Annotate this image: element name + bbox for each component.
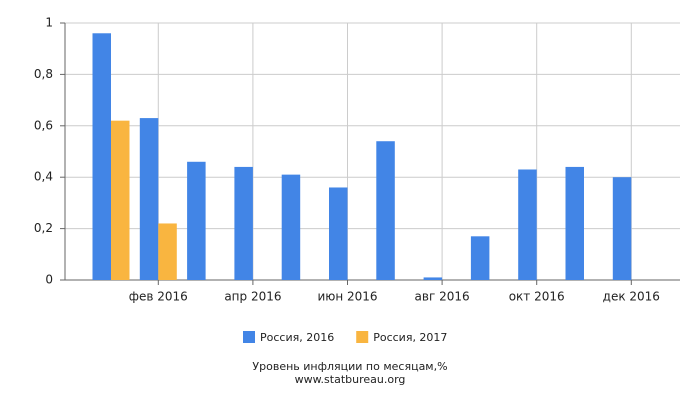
bar bbox=[92, 33, 111, 280]
bar bbox=[187, 161, 206, 280]
bar bbox=[565, 166, 584, 280]
y-tick-label: 0,8 bbox=[34, 67, 53, 81]
legend-label: Россия, 2017 bbox=[373, 331, 447, 344]
y-tick-label: 0,4 bbox=[34, 170, 53, 184]
x-tick-label: авг 2016 bbox=[415, 290, 470, 304]
bar bbox=[139, 118, 159, 280]
legend-label: Россия, 2016 bbox=[260, 331, 334, 344]
legend-swatch bbox=[356, 331, 369, 343]
bar bbox=[518, 169, 537, 280]
legend-swatch bbox=[243, 331, 255, 343]
chart-title: Уровень инфляции по месяцам,% bbox=[252, 360, 447, 373]
bar bbox=[234, 166, 253, 280]
bar bbox=[111, 120, 130, 280]
bar bbox=[158, 223, 177, 280]
bar bbox=[470, 236, 490, 280]
y-tick-label: 0,2 bbox=[34, 221, 53, 235]
bar bbox=[376, 141, 395, 280]
bar bbox=[612, 177, 632, 280]
x-tick-label: окт 2016 bbox=[509, 290, 565, 304]
bar bbox=[329, 187, 348, 280]
x-tick-label: апр 2016 bbox=[224, 290, 281, 304]
chart-source: www.statbureau.org bbox=[295, 373, 406, 386]
y-tick-label: 1 bbox=[45, 16, 53, 30]
x-tick-label: дек 2016 bbox=[603, 290, 660, 304]
bar bbox=[281, 174, 301, 280]
x-tick-label: июн 2016 bbox=[317, 290, 377, 304]
x-tick-label: фев 2016 bbox=[129, 290, 188, 304]
y-tick-label: 0,6 bbox=[34, 118, 53, 132]
bar bbox=[423, 277, 443, 280]
y-tick-label: 0 bbox=[45, 273, 53, 287]
